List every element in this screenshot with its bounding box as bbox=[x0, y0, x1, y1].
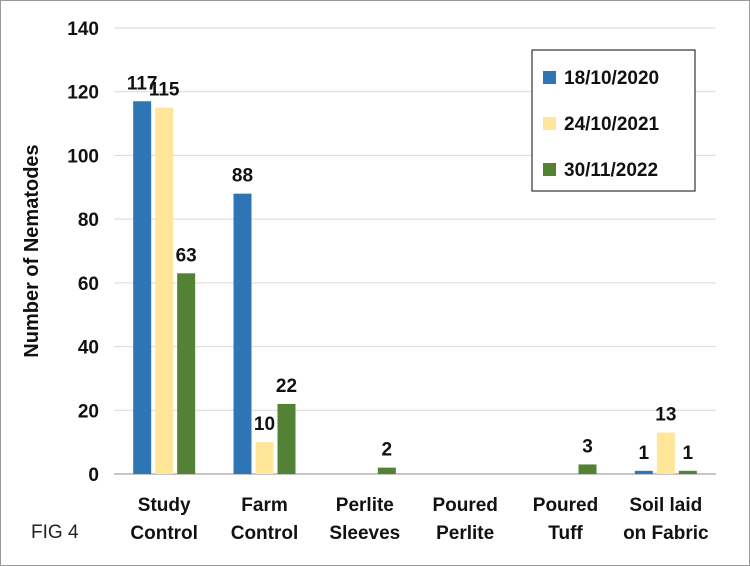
data-label: 63 bbox=[176, 245, 197, 266]
data-label: 115 bbox=[149, 80, 180, 101]
data-label: 1 bbox=[683, 443, 694, 464]
bar bbox=[578, 464, 597, 474]
category-label: Soil laid bbox=[629, 495, 702, 516]
legend-label: 18/10/2020 bbox=[564, 68, 659, 89]
figure-label: FIG 4 bbox=[31, 522, 79, 543]
data-label: 22 bbox=[276, 376, 297, 397]
bar bbox=[277, 403, 296, 474]
bar bbox=[133, 101, 152, 475]
category-label: on Fabric bbox=[623, 523, 709, 544]
bar bbox=[255, 442, 274, 474]
data-label: 1 bbox=[639, 443, 650, 464]
legend-box bbox=[531, 49, 696, 192]
data-label: 10 bbox=[254, 414, 275, 435]
legend-swatch bbox=[543, 163, 556, 176]
category-label: Perlite bbox=[436, 523, 494, 544]
category-label: Tuff bbox=[548, 523, 583, 544]
bar bbox=[634, 470, 653, 474]
y-axis-title: Number of Nematodes bbox=[21, 144, 43, 357]
bar bbox=[233, 193, 252, 474]
category-label: Sleeves bbox=[329, 523, 400, 544]
y-tick-label: 80 bbox=[78, 210, 99, 231]
legend-label: 30/11/2022 bbox=[564, 160, 658, 181]
category-label: Study bbox=[138, 495, 191, 516]
category-label: Control bbox=[130, 523, 198, 544]
data-label: 3 bbox=[582, 436, 593, 457]
bar bbox=[177, 273, 196, 474]
data-label: 88 bbox=[232, 166, 253, 187]
y-tick-label: 60 bbox=[78, 274, 99, 295]
bar bbox=[377, 467, 396, 474]
category-label: Poured bbox=[432, 495, 497, 516]
bar bbox=[678, 470, 697, 474]
data-label: 117 bbox=[127, 73, 158, 94]
category-label: Poured bbox=[533, 495, 598, 516]
y-tick-label: 120 bbox=[67, 83, 99, 104]
y-tick-label: 100 bbox=[67, 146, 99, 167]
y-tick-label: 0 bbox=[88, 465, 99, 486]
data-label: 13 bbox=[655, 405, 676, 426]
data-label: 2 bbox=[382, 440, 393, 461]
category-label: Control bbox=[231, 523, 299, 544]
bar bbox=[155, 107, 174, 475]
y-tick-label: 140 bbox=[67, 19, 99, 40]
y-tick-label: 20 bbox=[78, 401, 99, 422]
legend-label: 24/10/2021 bbox=[564, 114, 660, 135]
bar bbox=[656, 432, 675, 474]
category-label: Perlite bbox=[336, 495, 394, 516]
legend-swatch bbox=[543, 117, 556, 130]
y-tick-label: 40 bbox=[78, 338, 99, 359]
legend-swatch bbox=[543, 71, 556, 84]
category-label: Farm bbox=[241, 495, 287, 516]
